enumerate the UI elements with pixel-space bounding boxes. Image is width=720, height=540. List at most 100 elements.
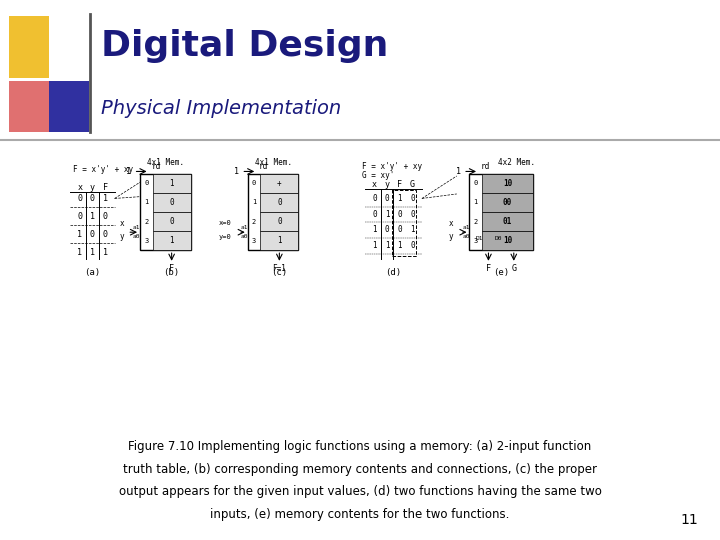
Text: a0: a0 bbox=[240, 234, 248, 239]
Bar bbox=[49, 81, 89, 132]
Text: 0: 0 bbox=[410, 210, 415, 219]
Text: 1: 1 bbox=[384, 241, 390, 250]
Text: 0: 0 bbox=[169, 198, 174, 207]
Text: x: x bbox=[77, 183, 82, 192]
Text: 2: 2 bbox=[252, 219, 256, 225]
Text: +: + bbox=[277, 179, 282, 188]
Text: y: y bbox=[120, 232, 124, 241]
Text: 2: 2 bbox=[474, 219, 478, 225]
Text: F=1: F=1 bbox=[272, 264, 287, 273]
Text: (b): (b) bbox=[163, 268, 180, 277]
Text: a1: a1 bbox=[133, 225, 140, 230]
Text: F: F bbox=[103, 183, 107, 192]
Text: 1: 1 bbox=[126, 167, 131, 176]
Text: inputs, (e) memory contents for the two functions.: inputs, (e) memory contents for the two … bbox=[210, 508, 510, 521]
Bar bbox=[261, 212, 298, 231]
Text: rd: rd bbox=[259, 163, 268, 172]
Text: truth table, (b) corresponding memory contents and connections, (c) the proper: truth table, (b) corresponding memory co… bbox=[123, 463, 597, 476]
Text: 11: 11 bbox=[680, 512, 698, 526]
Text: 3: 3 bbox=[252, 238, 256, 244]
Text: y: y bbox=[90, 183, 95, 192]
Text: 4x1 Mem.: 4x1 Mem. bbox=[255, 158, 292, 167]
Text: 3: 3 bbox=[474, 238, 478, 244]
Bar bbox=[482, 193, 533, 212]
Text: (e): (e) bbox=[493, 268, 509, 277]
Text: output appears for the given input values, (d) two functions having the same two: output appears for the given input value… bbox=[119, 485, 601, 498]
Text: 0: 0 bbox=[277, 217, 282, 226]
Bar bbox=[261, 174, 298, 193]
Text: 0: 0 bbox=[372, 194, 377, 203]
Bar bbox=[392, 191, 416, 255]
Text: 1: 1 bbox=[144, 199, 148, 205]
Text: 0: 0 bbox=[384, 194, 390, 203]
Text: rd: rd bbox=[151, 163, 161, 172]
Text: F: F bbox=[397, 180, 402, 190]
Text: F: F bbox=[486, 264, 491, 273]
Bar bbox=[482, 212, 533, 231]
Text: rd: rd bbox=[481, 163, 490, 172]
Text: 3: 3 bbox=[144, 238, 148, 244]
Text: D0: D0 bbox=[494, 237, 502, 241]
Text: 01: 01 bbox=[503, 217, 512, 226]
Text: y: y bbox=[449, 232, 454, 241]
Text: 1: 1 bbox=[90, 248, 95, 257]
Bar bbox=[9, 81, 49, 132]
Text: 1: 1 bbox=[77, 230, 82, 239]
Text: 0: 0 bbox=[144, 180, 148, 186]
Text: a1: a1 bbox=[462, 225, 470, 230]
Text: 2: 2 bbox=[144, 219, 148, 225]
Text: F: F bbox=[169, 264, 174, 273]
Text: 1: 1 bbox=[234, 167, 239, 176]
Text: 0: 0 bbox=[103, 230, 107, 239]
Text: G: G bbox=[511, 264, 516, 273]
Text: 0: 0 bbox=[90, 194, 95, 203]
Bar bbox=[482, 174, 533, 193]
Text: 1: 1 bbox=[410, 226, 415, 234]
Text: (c): (c) bbox=[271, 268, 287, 277]
Bar bbox=[153, 231, 191, 250]
Bar bbox=[248, 174, 298, 250]
Bar bbox=[469, 174, 533, 250]
Text: 4x1 Mem.: 4x1 Mem. bbox=[147, 158, 184, 167]
Text: Figure 7.10 Implementing logic functions using a memory: (a) 2-input function: Figure 7.10 Implementing logic functions… bbox=[128, 440, 592, 453]
Text: F = x'y' + xy: F = x'y' + xy bbox=[73, 165, 134, 174]
Text: D1: D1 bbox=[475, 237, 482, 241]
Text: 1: 1 bbox=[372, 241, 377, 250]
Bar bbox=[482, 231, 533, 250]
Text: 1: 1 bbox=[103, 248, 107, 257]
Text: F = x'y' + xy: F = x'y' + xy bbox=[361, 163, 422, 172]
Text: 0: 0 bbox=[90, 230, 95, 239]
Text: 0: 0 bbox=[277, 198, 282, 207]
Text: 0: 0 bbox=[384, 226, 390, 234]
Text: 1: 1 bbox=[456, 167, 461, 176]
Text: a1: a1 bbox=[240, 225, 248, 230]
Text: 1: 1 bbox=[252, 199, 256, 205]
Text: x: x bbox=[449, 219, 454, 228]
Bar bbox=[261, 193, 298, 212]
Text: 0: 0 bbox=[397, 210, 402, 219]
Text: (a): (a) bbox=[84, 268, 101, 277]
Text: x: x bbox=[120, 219, 124, 228]
Text: G: G bbox=[410, 180, 415, 190]
Text: a0: a0 bbox=[462, 234, 470, 239]
Text: 1: 1 bbox=[474, 199, 478, 205]
Text: x: x bbox=[372, 180, 377, 190]
Text: 1: 1 bbox=[169, 179, 174, 188]
Text: 1: 1 bbox=[397, 194, 402, 203]
Text: y=0: y=0 bbox=[219, 234, 232, 240]
Text: 4x2 Mem.: 4x2 Mem. bbox=[498, 158, 536, 167]
Text: 1: 1 bbox=[372, 226, 377, 234]
Text: Physical Implementation: Physical Implementation bbox=[101, 98, 341, 118]
Text: 0: 0 bbox=[410, 194, 415, 203]
Text: 1: 1 bbox=[397, 241, 402, 250]
Text: Digital Design: Digital Design bbox=[101, 29, 388, 63]
Text: 1: 1 bbox=[277, 236, 282, 245]
Text: 1: 1 bbox=[169, 236, 174, 245]
Text: 0: 0 bbox=[169, 217, 174, 226]
Text: 0: 0 bbox=[252, 180, 256, 186]
Bar bbox=[153, 174, 191, 193]
Text: x=0: x=0 bbox=[219, 220, 232, 226]
Text: 1: 1 bbox=[103, 194, 107, 203]
Text: 1: 1 bbox=[77, 248, 82, 257]
Bar bbox=[153, 212, 191, 231]
